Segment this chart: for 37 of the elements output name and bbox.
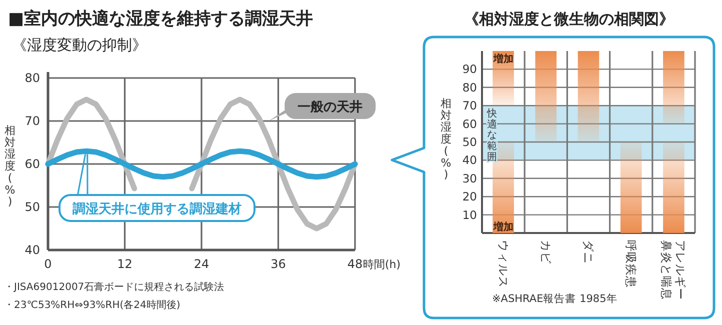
y-axis-title: 相対湿度(%): [440, 96, 452, 182]
x-axis-title: 時間(h): [363, 258, 401, 271]
y-axis-title: 相対湿度(%): [4, 124, 16, 208]
y-tick-label: 80: [24, 71, 40, 85]
text: ・JISA69012007石膏ボードに規程される試験法: [4, 281, 224, 293]
text: 調湿天井に使用する調湿建材: [72, 200, 242, 217]
y-tick-label: 50: [462, 135, 477, 149]
annotation: 増加: [492, 221, 514, 233]
annotation: 増加: [492, 53, 514, 65]
y-tick-label: 70: [24, 114, 40, 128]
chart-subtitle: 《湿度変動の抑制》: [12, 36, 147, 54]
text: ※ASHRAE報告書 1985年: [492, 292, 618, 305]
y-tick-label: 80: [462, 80, 477, 94]
y-tick-label: 60: [462, 116, 477, 131]
x-tick-label: 0: [44, 257, 52, 271]
legend-label: 一般の天井: [298, 100, 363, 115]
y-tick-label: 70: [462, 98, 477, 113]
y-tick-label: 10: [462, 208, 477, 222]
y-tick-label: 40: [24, 243, 40, 257]
chart-title: 《相対湿度と微生物の相関図》: [464, 10, 674, 28]
y-tick-label: 20: [462, 190, 477, 204]
y-tick-label: 60: [24, 157, 40, 171]
y-tick-label: 90: [462, 62, 477, 76]
x-tick-label: ウィルス: [496, 240, 510, 288]
text: ・23℃53%RH⇔93%RH(各24時間後): [4, 299, 180, 311]
x-tick-label: 24: [194, 257, 210, 271]
x-tick-label: アレルギー鼻炎と喘息: [660, 240, 688, 300]
chart-title: ■室内の快適な湿度を維持する調湿天井: [8, 9, 314, 29]
x-tick-label: 呼吸疾患: [624, 240, 638, 288]
x-tick-label: 12: [117, 257, 132, 271]
x-tick-label: ダニ: [581, 240, 596, 264]
y-tick-label: 40: [462, 153, 477, 168]
x-tick-label: 36: [270, 257, 286, 271]
y-tick-label: 30: [462, 171, 477, 186]
x-tick-label: 48: [347, 257, 363, 271]
y-tick-label: 50: [24, 200, 40, 214]
x-tick-label: カビ: [538, 240, 553, 265]
